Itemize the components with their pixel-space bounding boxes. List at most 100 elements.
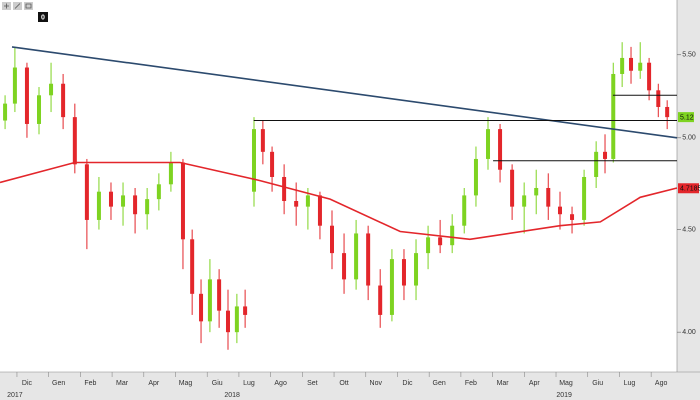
x-tick-label: Mag <box>559 380 573 387</box>
candle-body <box>594 151 599 177</box>
toolbar-button[interactable] <box>24 2 33 10</box>
candle-body <box>260 129 265 152</box>
candle-body <box>473 158 478 196</box>
x-tick-label: Gen <box>433 380 446 387</box>
candle-body <box>180 162 185 240</box>
x-tick-label: Giu <box>212 380 223 387</box>
x-tick-label: Giu <box>592 380 603 387</box>
candle-body <box>656 90 661 107</box>
candle-body <box>414 253 419 286</box>
x-tick-label: Ago <box>655 380 668 387</box>
candle-body <box>72 117 77 165</box>
candle-body <box>438 237 443 246</box>
trendline <box>11 46 678 139</box>
bottom-axis-band <box>0 372 700 400</box>
candle-body <box>121 195 126 207</box>
x-tick-label: Ott <box>339 380 348 387</box>
candle-body <box>611 73 616 159</box>
candle-body <box>108 191 113 207</box>
year-label: 2017 <box>7 392 23 399</box>
badge-text: 0 <box>41 14 45 21</box>
candle-body <box>251 129 256 192</box>
x-tick-label: Mar <box>497 380 510 387</box>
candle-body <box>498 129 503 170</box>
candle-body <box>647 62 652 91</box>
x-tick-label: Dic <box>22 380 33 387</box>
candle-body <box>190 239 195 294</box>
candle-body <box>37 95 42 124</box>
candle-body <box>199 293 204 322</box>
badge[interactable] <box>38 12 48 22</box>
candle-body <box>3 103 8 121</box>
candle-body <box>510 169 515 207</box>
candle-body <box>534 187 539 196</box>
candle-body <box>84 164 89 220</box>
y-tick-label: 4.50 <box>682 226 696 233</box>
x-tick-label: Nov <box>370 380 383 387</box>
candle-body <box>629 57 634 71</box>
icon <box>25 3 32 9</box>
x-tick-label: Apr <box>529 380 541 387</box>
candle-body <box>582 176 587 220</box>
candle-body <box>522 195 527 207</box>
moving-average <box>0 161 678 241</box>
candle-body <box>282 176 287 202</box>
candle-body <box>462 195 467 226</box>
candle-body <box>294 201 299 207</box>
candle-body <box>546 187 551 207</box>
candle-body <box>168 162 173 185</box>
candle-body <box>225 310 230 333</box>
candle-body <box>133 195 138 215</box>
candle-body <box>12 67 17 104</box>
price-tag <box>678 183 699 194</box>
price-tag-label: 4.7185 <box>680 186 700 193</box>
candle-body <box>570 214 575 220</box>
candle-body <box>638 62 643 71</box>
candle-body <box>620 57 625 74</box>
icon <box>4 3 9 9</box>
candle-body <box>329 225 334 254</box>
x-tick-label: Mar <box>116 380 129 387</box>
year-label: 2019 <box>556 392 572 399</box>
x-tick-label: Mag <box>179 380 193 387</box>
right-axis-band <box>677 0 700 400</box>
candle-body <box>61 83 66 118</box>
candle-body <box>354 233 359 280</box>
y-tick-label: 5.50 <box>682 52 696 59</box>
candle-body <box>270 151 275 177</box>
candle-body <box>603 151 608 159</box>
x-tick-label: Dic <box>402 380 413 387</box>
x-tick-label: Feb <box>84 380 96 387</box>
candle-body <box>49 83 54 96</box>
price-tag-label: 5.12 <box>680 114 694 121</box>
candle-body <box>665 106 670 118</box>
x-tick-label: Lug <box>243 380 255 387</box>
candle-body <box>426 237 431 254</box>
y-tick-label: 5.00 <box>682 135 696 142</box>
candle-body <box>401 259 406 286</box>
candle-body <box>366 233 371 286</box>
x-tick-label: Gen <box>52 380 65 387</box>
x-tick-label: Apr <box>148 380 160 387</box>
candle-body <box>207 279 212 322</box>
candle-body <box>557 206 562 215</box>
candle-body <box>317 195 322 226</box>
candle-body <box>96 191 101 220</box>
candle-body <box>217 279 222 311</box>
candle-body <box>243 306 248 315</box>
toolbar: 0 <box>2 2 48 22</box>
candle-body <box>24 67 29 124</box>
x-tick-label: Ago <box>274 380 287 387</box>
x-tick-label: Lug <box>624 380 636 387</box>
x-tick-label: Set <box>307 380 318 387</box>
price-tag <box>678 112 694 123</box>
y-tick-label: 4.00 <box>682 329 696 336</box>
candle-body <box>305 195 310 207</box>
candle-body <box>145 199 150 215</box>
year-label: 2018 <box>224 392 240 399</box>
candle-body <box>234 306 239 333</box>
candle-body <box>156 184 161 200</box>
candle-body <box>342 253 347 280</box>
candle-body <box>486 129 491 159</box>
candle-body <box>389 259 394 315</box>
